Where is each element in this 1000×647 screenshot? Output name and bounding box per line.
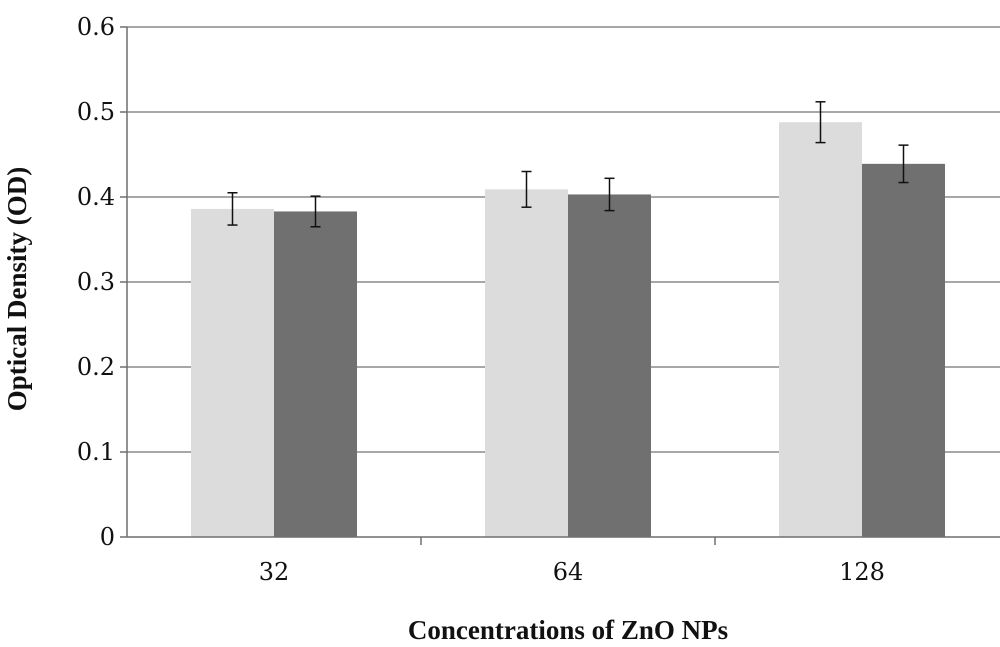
axes xyxy=(120,26,1000,545)
x-axis-title: Concentrations of ZnO NPs xyxy=(408,615,728,645)
y-axis-title: Optical Density (OD) xyxy=(2,167,32,411)
y-tick-label: 0.2 xyxy=(77,353,115,381)
x-tick-label: 32 xyxy=(259,558,290,586)
bar xyxy=(568,194,651,537)
x-tick-label: 128 xyxy=(839,558,885,586)
y-tick-label: 0.6 xyxy=(77,13,115,41)
bar xyxy=(485,189,568,537)
y-tick-label: 0 xyxy=(100,523,115,551)
bar xyxy=(191,208,274,537)
bar xyxy=(274,211,357,537)
y-tick-labels: 0 0.1 0.2 0.3 0.4 0.5 0.6 xyxy=(77,13,115,551)
y-tick-label: 0.4 xyxy=(77,183,115,211)
error-bars xyxy=(227,101,909,228)
bar xyxy=(862,163,945,537)
y-tick-label: 0.5 xyxy=(77,98,115,126)
y-tick-label: 0.1 xyxy=(77,438,115,466)
x-tick-labels: 32 64 128 xyxy=(259,558,885,586)
y-tick-label: 0.3 xyxy=(77,268,115,296)
bar-series xyxy=(191,122,945,537)
bar xyxy=(779,122,862,537)
x-tick-label: 64 xyxy=(553,558,584,586)
